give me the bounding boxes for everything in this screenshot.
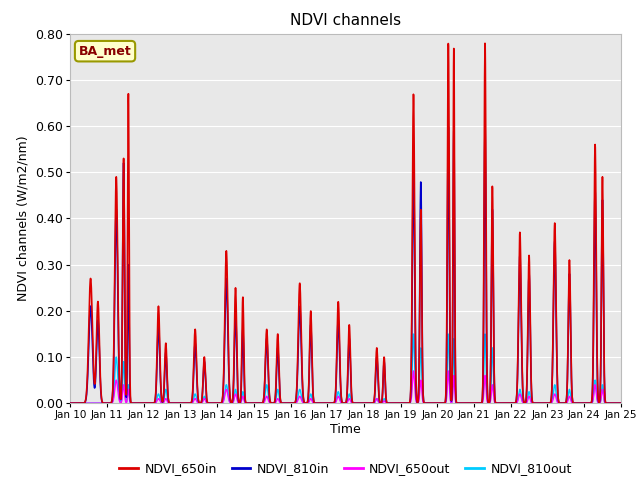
NDVI_810out [606, 400, 614, 406]
NDVI_810out [301, 400, 309, 406]
Title: NDVI channels: NDVI channels [290, 13, 401, 28]
NDVI_650out [67, 400, 74, 406]
NDVI_650out [617, 400, 625, 406]
NDVI_810out [67, 400, 74, 406]
NDVI_810in [606, 400, 614, 406]
NDVI_650out [162, 396, 170, 401]
NDVI_650in [617, 400, 625, 406]
Legend: NDVI_650in, NDVI_810in, NDVI_650out, NDVI_810out: NDVI_650in, NDVI_810in, NDVI_650out, NDV… [115, 457, 577, 480]
NDVI_810in [129, 400, 137, 406]
NDVI_810in [547, 398, 555, 404]
NDVI_810in [481, 123, 489, 129]
NDVI_650in [481, 40, 489, 46]
NDVI_650in [547, 398, 555, 404]
NDVI_650out [444, 368, 452, 374]
NDVI_650in [129, 400, 137, 406]
NDVI_810out [547, 400, 555, 406]
NDVI_810out [129, 400, 137, 406]
NDVI_810in [301, 400, 309, 406]
Line: NDVI_650out: NDVI_650out [70, 371, 621, 403]
NDVI_650out [547, 400, 555, 406]
NDVI_650out [606, 400, 614, 406]
NDVI_650in [162, 340, 170, 346]
Line: NDVI_810in: NDVI_810in [70, 126, 621, 403]
NDVI_650in [278, 400, 285, 406]
NDVI_650in [606, 400, 614, 406]
NDVI_650out [301, 400, 309, 406]
NDVI_810out [481, 331, 489, 337]
Line: NDVI_810out: NDVI_810out [70, 334, 621, 403]
NDVI_810out [278, 400, 285, 406]
NDVI_650in [67, 400, 74, 406]
Y-axis label: NDVI channels (W/m2/nm): NDVI channels (W/m2/nm) [17, 135, 30, 301]
Line: NDVI_650in: NDVI_650in [70, 43, 621, 403]
NDVI_810in [617, 400, 625, 406]
NDVI_650out [129, 400, 137, 406]
NDVI_810in [162, 349, 170, 355]
NDVI_650out [278, 400, 285, 406]
NDVI_810in [67, 400, 74, 406]
Text: BA_met: BA_met [79, 45, 131, 58]
NDVI_810out [617, 400, 625, 406]
NDVI_810in [278, 400, 285, 406]
X-axis label: Time: Time [330, 423, 361, 436]
NDVI_810out [162, 386, 170, 392]
NDVI_650in [301, 400, 309, 406]
